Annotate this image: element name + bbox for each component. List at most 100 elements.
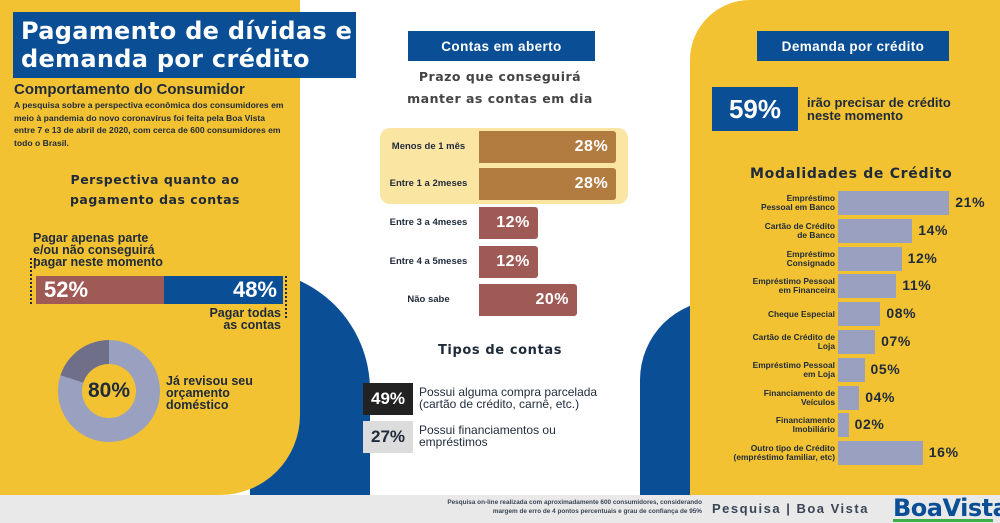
term-bar-label-line: meses bbox=[437, 217, 468, 228]
full-pay-label: Pagar todas as contas bbox=[170, 307, 281, 332]
footer-bar bbox=[0, 495, 1000, 523]
term-bar-label-line: Não sabe bbox=[407, 294, 450, 305]
term-bar-label-line: meses bbox=[437, 178, 468, 189]
term-title-line1: Prazo que conseguirá bbox=[418, 69, 582, 84]
modality-label-line: em Loja bbox=[803, 368, 835, 379]
modality-value: 05% bbox=[870, 360, 901, 377]
modality-value: 02% bbox=[854, 416, 885, 433]
modality-value: 12% bbox=[907, 249, 938, 266]
payment-split-bar: 52% 48% bbox=[36, 276, 283, 304]
term-bar: 28% bbox=[479, 131, 617, 163]
partial-pay-label-line: pagar neste momento bbox=[33, 255, 163, 269]
bill-types-title: Tipos de contas bbox=[437, 343, 563, 358]
modality-label: Cartão de Crédito de Banco bbox=[700, 219, 835, 243]
logo-underline bbox=[893, 519, 993, 522]
modality-value: 14% bbox=[918, 221, 949, 238]
page-title-line2: demanda por crédito bbox=[21, 45, 310, 73]
intro-line: meio à pandemia do novo coronavírus foi … bbox=[14, 112, 266, 123]
modality-label-line: Outro tipo de Crédito bbox=[750, 443, 835, 454]
perspective-title-line2: pagamento das contas bbox=[69, 192, 240, 207]
term-bar-label-line: Menos de 1 mês bbox=[391, 141, 466, 152]
footer-note-line: Pesquisa on-line realizada com aproximad… bbox=[447, 499, 702, 506]
donut-label-line: doméstico bbox=[166, 398, 229, 412]
loans-text-line: Possui financiamentos ou bbox=[419, 423, 556, 437]
footer-note: Pesquisa on-line realizada com aproximad… bbox=[392, 498, 702, 516]
modality-label-line: Financiamento bbox=[775, 415, 835, 426]
dotted-connector bbox=[285, 276, 289, 318]
modality-label-line: de Banco bbox=[797, 229, 835, 240]
perspective-title: Perspectiva quanto ao pagamento das cont… bbox=[30, 170, 280, 210]
full-pay-segment: 48% bbox=[164, 276, 283, 304]
modality-label-line: Empréstimo bbox=[786, 193, 835, 203]
footer-note-line: margem de erro de 4 pontos percentuais e… bbox=[492, 508, 702, 515]
dotted-connector bbox=[30, 258, 36, 260]
credit-modalities-title: Modalidades de Crédito bbox=[750, 166, 953, 182]
modality-label-line: Empréstimo Pessoal bbox=[752, 359, 835, 370]
partial-pay-label-line: e/ou não conseguirá bbox=[33, 243, 155, 257]
modality-label-line: Empréstimo Pessoal bbox=[752, 276, 835, 287]
donut-label-line: orçamento bbox=[166, 386, 230, 400]
perspective-title-line1: Perspectiva quanto ao bbox=[70, 172, 240, 187]
modality-label-line: Veículos bbox=[801, 396, 835, 407]
modality-label-line: Consignado bbox=[786, 257, 835, 268]
installment-text-line: (cartão de crédito, carnê, etc.) bbox=[419, 397, 580, 411]
donut-label: Já revisou seu orçamento doméstico bbox=[166, 374, 253, 412]
modality-value: 08% bbox=[886, 305, 917, 322]
page-title: Pagamento de dívidas e demanda por crédi… bbox=[13, 12, 356, 78]
term-bar: 12% bbox=[479, 246, 538, 278]
term-title-line2: manter as contas em dia bbox=[407, 91, 593, 106]
credit-need-text: irão precisar de crédito neste momento bbox=[807, 96, 951, 122]
dotted-connector bbox=[30, 258, 34, 304]
installment-text-line: Possui alguma compra parcelada bbox=[419, 385, 598, 399]
modality-bar bbox=[838, 357, 865, 382]
term-bar-label: Entre 1 a 2 meses bbox=[380, 168, 477, 200]
credit-need-text-line: neste momento bbox=[807, 108, 904, 123]
modality-value: 21% bbox=[955, 194, 986, 210]
intro-line: todo o Brasil. bbox=[14, 137, 69, 148]
modality-label-line: Cheque Especial bbox=[767, 308, 835, 319]
partial-pay-label: Pagar apenas parte e/ou não conseguirá p… bbox=[33, 232, 163, 269]
term-bar-label-line: Entre 3 a 4 bbox=[389, 217, 438, 228]
term-bar-label-line: Entre 4 a 5 bbox=[389, 256, 438, 267]
credit-demand-header: Demanda por crédito bbox=[757, 31, 949, 61]
modality-label: Empréstimo Consignado bbox=[700, 247, 835, 271]
modality-label: Financiamento de Veículos bbox=[700, 386, 835, 410]
modality-label-line: Financiamento de bbox=[763, 387, 835, 398]
modality-label-line: Cartão de Crédito bbox=[764, 220, 835, 231]
intro-line: A pesquisa sobre a perspectiva econômica… bbox=[14, 100, 284, 110]
term-bar-label: Não sabe bbox=[380, 284, 477, 316]
modality-bar bbox=[838, 302, 881, 327]
credit-need-text-line: irão precisar de crédito bbox=[807, 95, 951, 110]
modality-value: 11% bbox=[902, 277, 932, 294]
modality-bar bbox=[838, 274, 897, 299]
term-bar-label: Entre 3 a 4 meses bbox=[380, 207, 477, 239]
loans-text: Possui financiamentos ou empréstimos bbox=[419, 424, 556, 448]
loans-text-line: empréstimos bbox=[419, 435, 488, 449]
modality-bar bbox=[838, 246, 902, 271]
loans-pct-box: 27% bbox=[363, 421, 413, 453]
modality-label: Financiamento Imobiliário bbox=[700, 413, 835, 437]
modality-label: Empréstimo Pessoal em Loja bbox=[700, 358, 835, 382]
open-bills-header: Contas em aberto bbox=[408, 31, 595, 61]
donut-label-line: Já revisou seu bbox=[166, 374, 253, 388]
term-bar-label: Entre 4 a 5 meses bbox=[380, 246, 477, 278]
modality-label: Cartão de Crédito de Loja bbox=[700, 330, 835, 354]
installment-pct-box: 49% bbox=[363, 383, 413, 415]
modality-label: Outro tipo de Crédito (empréstimo familia… bbox=[700, 441, 835, 465]
intro-text: A pesquisa sobre a perspectiva econômica… bbox=[14, 99, 324, 149]
modality-bar bbox=[838, 330, 876, 354]
term-bar-label-line: Entre 1 a 2 bbox=[389, 178, 438, 189]
term-bar: 20% bbox=[479, 284, 577, 316]
modality-label-line: Pessoal em Banco bbox=[760, 202, 835, 212]
term-bar-label-line: meses bbox=[437, 256, 468, 267]
modality-label: Empréstimo Pessoal em Financeira bbox=[700, 274, 835, 298]
modality-bar bbox=[838, 441, 923, 466]
modality-value: 07% bbox=[881, 333, 911, 349]
modality-label-line: Imobiliário bbox=[792, 424, 835, 435]
footer-brand: Pesquisa | Boa Vista bbox=[712, 501, 869, 516]
partial-pay-segment: 52% bbox=[36, 276, 164, 304]
modality-label-line: em Financeira bbox=[778, 285, 835, 296]
credit-need-pct: 59% bbox=[712, 87, 798, 131]
section-subtitle: Comportamento do Consumidor bbox=[14, 81, 245, 98]
modality-label-line: Loja bbox=[817, 341, 835, 351]
